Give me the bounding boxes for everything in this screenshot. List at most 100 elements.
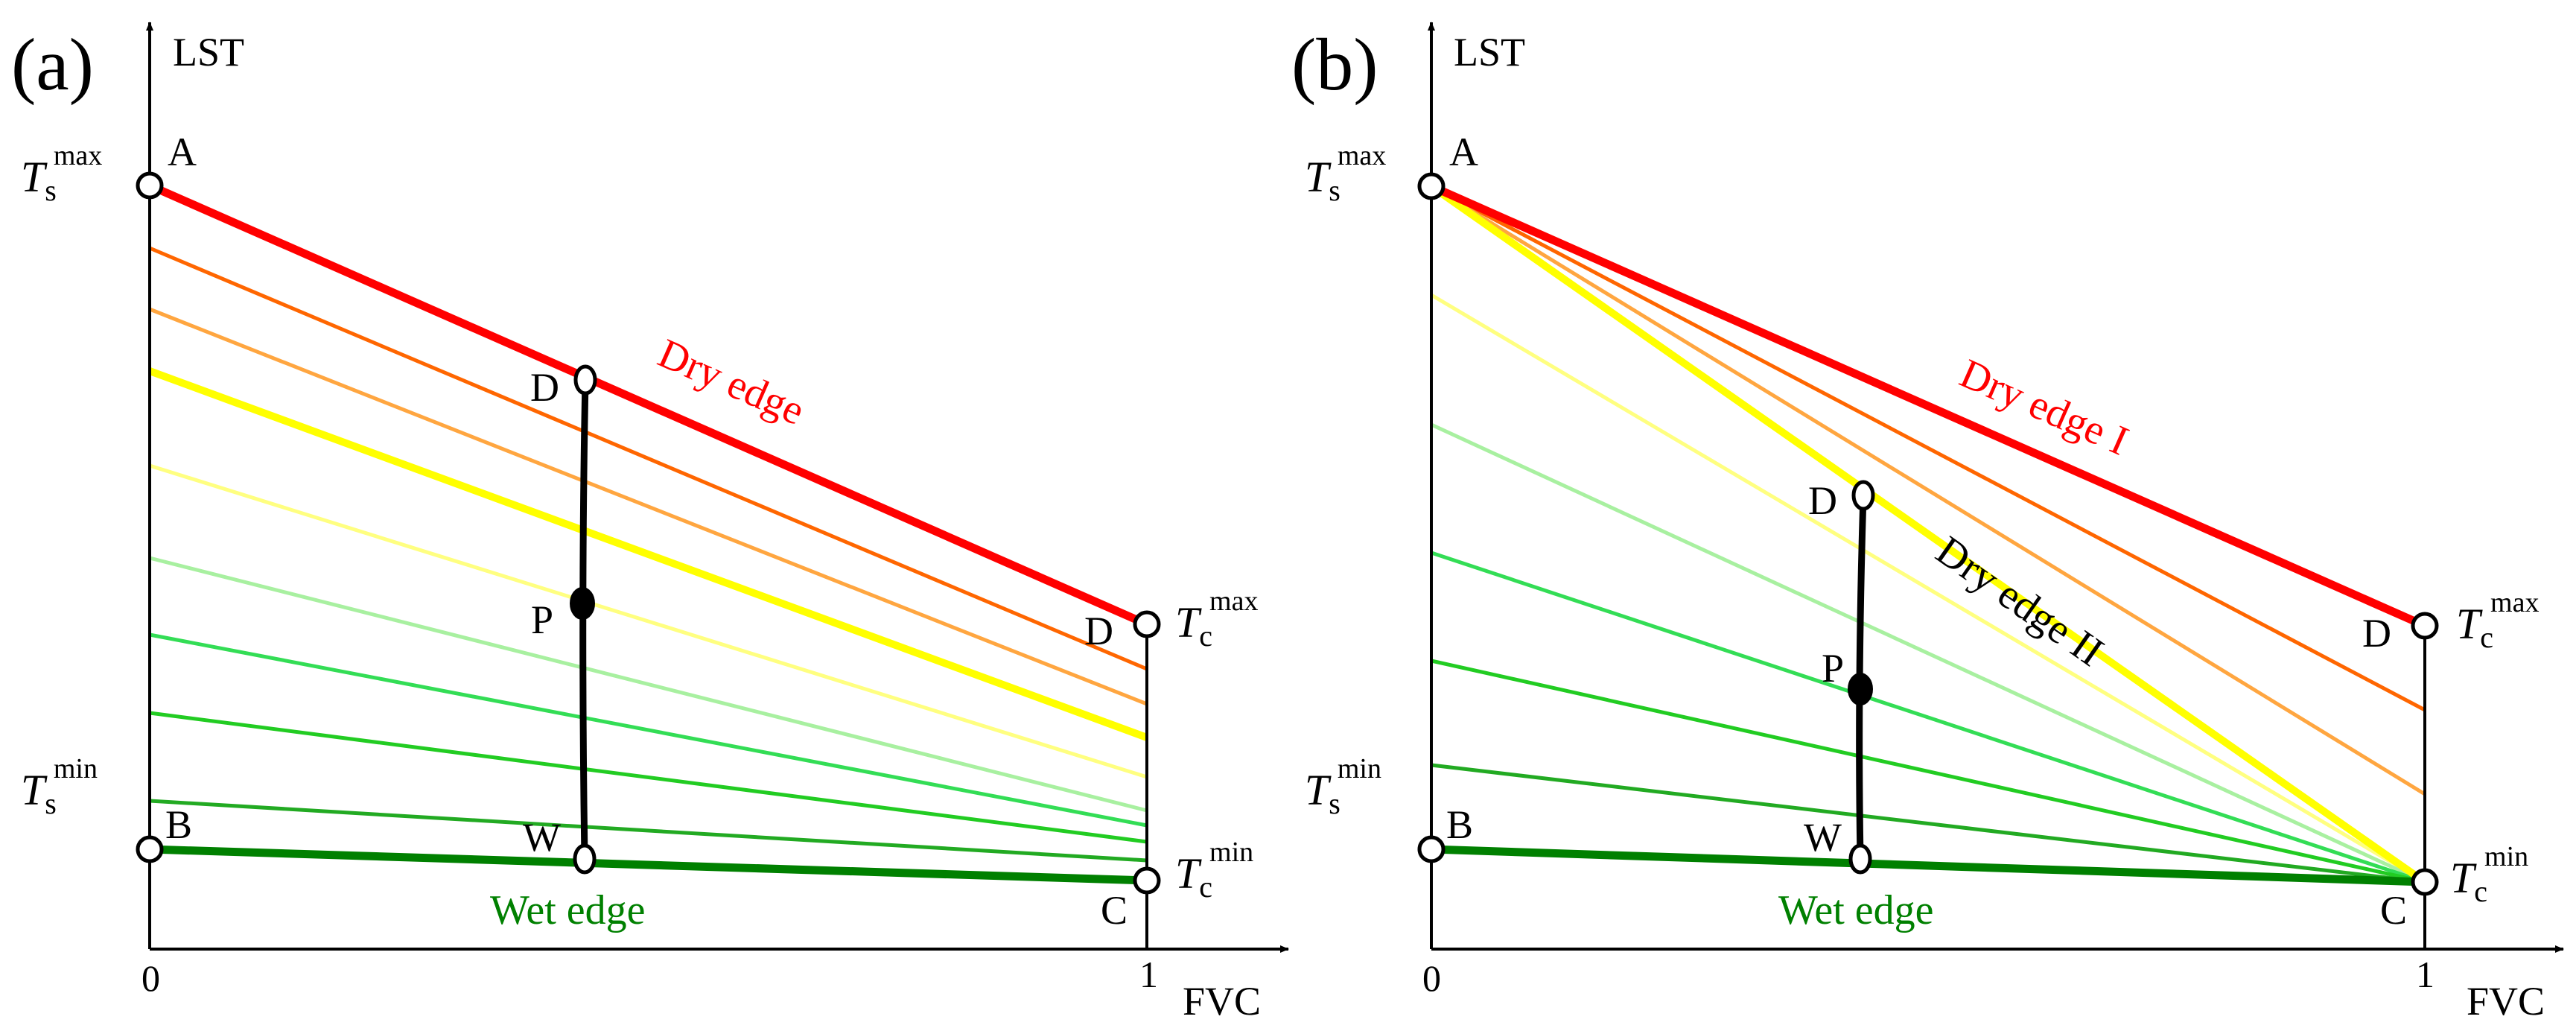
- wet-edge-label: Wet edge: [1778, 887, 1934, 933]
- point-a-marker: [1417, 172, 1446, 200]
- label-b: B: [165, 802, 192, 847]
- ts-superscript: min: [54, 753, 98, 784]
- isoline: [1430, 184, 2426, 796]
- tc-symbol: T: [2450, 854, 2477, 902]
- ts-min-label: Tsmin: [21, 753, 98, 820]
- x-tick-1: 1: [2416, 954, 2435, 995]
- point-a-marker: [136, 171, 164, 200]
- label-p: P: [531, 597, 553, 642]
- tc-subscript: c: [2480, 621, 2493, 654]
- wet-edge-line: [149, 845, 1148, 885]
- label-c: C: [2380, 888, 2407, 933]
- ts-max-label: Tsmax: [1305, 140, 1386, 207]
- ts-subscript: s: [1329, 174, 1341, 207]
- panel-label: (b): [1291, 23, 1378, 106]
- label-c: C: [1101, 888, 1128, 933]
- ts-superscript: max: [1338, 140, 1386, 171]
- isoline: [149, 799, 1148, 863]
- point-b-marker: [1417, 835, 1446, 863]
- isoline: [149, 711, 1148, 844]
- label-d-mid: D: [1808, 478, 1837, 523]
- label-p: P: [1822, 646, 1844, 691]
- x-axis-label: FVC: [1183, 979, 1261, 1024]
- wet-edge-label: Wet edge: [490, 887, 646, 933]
- point-w-marker: [1848, 843, 1872, 875]
- tc-subscript: c: [1199, 619, 1212, 653]
- isoline: [1431, 659, 2426, 884]
- ts-symbol: T: [21, 766, 48, 814]
- ts-max-label: Tsmax: [21, 140, 102, 207]
- dry-edge-2-line: [1429, 183, 2427, 886]
- tc-superscript: min: [1209, 837, 1253, 868]
- isoline: [1430, 422, 2426, 884]
- label-w: W: [523, 815, 561, 860]
- tc-max-label: Tcmax: [1175, 586, 1258, 653]
- ts-symbol: T: [21, 153, 48, 201]
- isoline: [1430, 293, 2426, 884]
- ts-subscript: s: [1329, 787, 1341, 820]
- point-d-end-marker: [1133, 610, 1161, 638]
- ts-symbol: T: [1305, 766, 1332, 814]
- label-a: A: [168, 130, 197, 174]
- isoline: [1431, 551, 2426, 884]
- panel-a: (a) LST FVC 0 1 A B C D D P W Tsmax Tsmi…: [11, 22, 1289, 1024]
- label-a: A: [1449, 130, 1478, 174]
- tc-min-label: Tcmin: [2450, 841, 2528, 908]
- point-p-marker: [1848, 673, 1873, 705]
- tc-superscript: max: [2490, 587, 2539, 618]
- point-d-end-marker: [2411, 612, 2439, 640]
- label-d-end: D: [2362, 611, 2391, 656]
- ts-superscript: min: [1338, 753, 1381, 784]
- isoline: [1430, 184, 2426, 712]
- tc-symbol: T: [2456, 600, 2483, 648]
- isoline: [149, 556, 1148, 813]
- isoline: [149, 632, 1148, 828]
- dry-edge-1-label: Dry edge I: [1953, 350, 2135, 464]
- ts-subscript: s: [45, 174, 57, 207]
- point-p-marker: [570, 587, 595, 620]
- panel-b: (b) LST FVC 0 1 A B C D D P W Tsmax Tsmi…: [1291, 22, 2564, 1024]
- label-d-end: D: [1084, 609, 1113, 653]
- tc-superscript: max: [1209, 586, 1258, 617]
- x-tick-0: 0: [1422, 957, 1441, 999]
- tc-subscript: c: [2474, 875, 2487, 908]
- isoline: [149, 246, 1148, 671]
- point-d-mid-marker: [573, 364, 597, 396]
- point-c-marker: [2411, 868, 2439, 896]
- isoline: [149, 463, 1148, 779]
- x-axis-label: FVC: [2467, 979, 2545, 1024]
- ts-superscript: max: [54, 140, 102, 171]
- point-d-mid-marker: [1851, 480, 1875, 511]
- wet-edge-line: [1431, 845, 2426, 886]
- dry-edge-line: [147, 181, 1149, 629]
- label-b: B: [1446, 802, 1473, 847]
- dry-edge-2-label: Dry edge II: [1928, 527, 2112, 676]
- panel-label: (a): [11, 23, 94, 106]
- x-tick-0: 0: [141, 957, 160, 999]
- tc-symbol: T: [1175, 849, 1202, 898]
- isoline: [149, 307, 1148, 706]
- y-axis-label: LST: [1454, 30, 1525, 74]
- label-d-mid: D: [530, 365, 559, 410]
- y-axis-label: LST: [173, 30, 244, 74]
- label-w: W: [1804, 815, 1842, 860]
- ts-min-label: Tsmin: [1305, 753, 1381, 820]
- point-w-marker: [573, 843, 597, 875]
- isoline: [1431, 763, 2426, 884]
- tc-symbol: T: [1175, 598, 1202, 647]
- isolines-a: [148, 246, 1148, 863]
- ts-subscript: s: [45, 787, 57, 820]
- point-c-marker: [1133, 866, 1161, 895]
- ts-symbol: T: [1305, 153, 1332, 201]
- tc-max-label: Tcmax: [2456, 587, 2539, 654]
- tc-superscript: min: [2484, 841, 2528, 872]
- tc-subscript: c: [1199, 870, 1212, 904]
- x-tick-1: 1: [1139, 954, 1158, 995]
- dry-edge-1-line: [1429, 182, 2427, 630]
- point-b-marker: [136, 835, 164, 863]
- tc-min-label: Tcmin: [1175, 837, 1253, 904]
- isoline: [148, 367, 1148, 741]
- isolines-b: [1430, 184, 2426, 884]
